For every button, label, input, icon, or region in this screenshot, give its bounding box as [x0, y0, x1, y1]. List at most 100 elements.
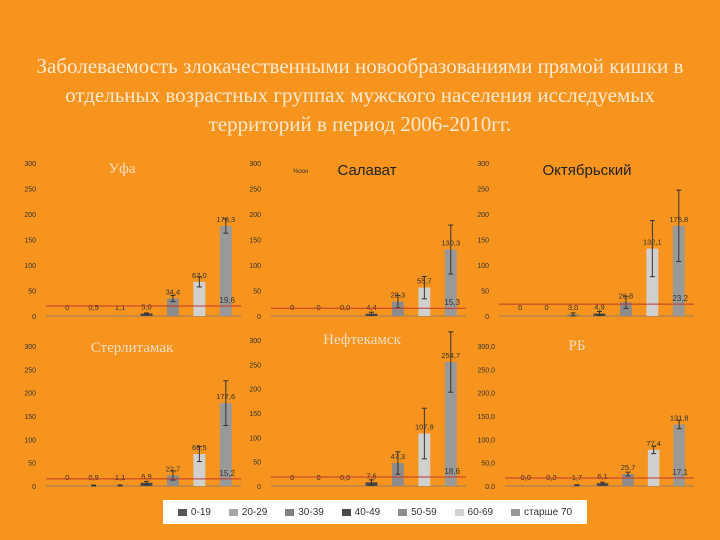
- data-label: 6,1: [597, 472, 607, 481]
- data-label: 47,3: [391, 452, 406, 461]
- y-tick-label: 0: [32, 314, 36, 321]
- y-tick-label: 150: [249, 411, 261, 418]
- panel-title: Салават: [337, 162, 396, 179]
- y-tick-label: 200: [249, 387, 261, 394]
- data-label: 1,7: [572, 473, 582, 482]
- data-label: 0: [290, 473, 294, 482]
- y-tick-label: 200: [477, 212, 489, 219]
- y-tick-label: 300: [24, 161, 36, 168]
- y-tick-label: 0: [257, 314, 261, 321]
- chart-ufa-svg: 0 50 100 150 200 250 300 Уфа 0 0,5 1,1 5,0 34,4 67,0 1…: [24, 161, 241, 321]
- bar-50-59: [622, 474, 634, 486]
- y-tick-label: 250: [249, 187, 261, 194]
- chart-sterlitamak-svg: 0 50 100 150 200 250 300 Стерлитамак 0 0,9 1,1 6,9 2…: [24, 340, 241, 491]
- panel-title: РБ: [569, 338, 586, 354]
- bar-60-69: [193, 454, 206, 486]
- y-tick-label: 0: [32, 484, 36, 491]
- data-label: 28,3: [391, 291, 406, 300]
- panel-title: Стерлитамак: [91, 340, 174, 356]
- reference-label: 15,3: [444, 298, 460, 307]
- y-tick-label: 50: [253, 460, 261, 467]
- legend-item: старше 70: [510, 507, 572, 518]
- y-tick-label: 0: [257, 484, 261, 491]
- chart-rb: 0,0 50,0 100,0 150,0 200,0 250,0 300,0 РБ 0,0 0,2…: [475, 336, 700, 498]
- legend-item: 20-29: [228, 506, 268, 518]
- y-tick-label: 100: [24, 263, 36, 270]
- data-label: 177,6: [216, 392, 235, 401]
- data-label: 6,9: [141, 472, 151, 481]
- legend-label: 20-29: [241, 506, 268, 518]
- y-tick-label: 300: [477, 161, 489, 168]
- data-label: 0,9: [88, 473, 98, 482]
- bar-30-39: [114, 315, 127, 316]
- data-label: 25,7: [621, 463, 636, 472]
- data-label: 1,1: [115, 303, 125, 312]
- data-label: 176,3: [216, 215, 235, 224]
- legend-swatch: [228, 508, 238, 516]
- reference-label: 18,6: [444, 467, 460, 476]
- y-tick-label: 150: [24, 238, 36, 245]
- data-label: 5,0: [141, 302, 151, 311]
- chart-oktyabrsky-svg: 0 50 100 150 200 250 300 Октябрьский 0 0 3,0 4,9 26,…: [477, 161, 694, 321]
- y-tick-label: 300: [249, 161, 261, 168]
- legend-item: 40-49: [341, 507, 380, 518]
- data-label: 0: [317, 303, 321, 312]
- y-tick-label: 250,0: [477, 367, 495, 374]
- y-tick-label: 150: [24, 414, 36, 421]
- bar-старше-70: [672, 225, 685, 316]
- legend-label: 30-39: [298, 506, 324, 518]
- chart-ufa: 0 50 100 150 200 250 300 Уфа 0 0,5 1,1 5,0 34,4 67,0 1…: [22, 153, 247, 328]
- data-label: 0,5: [88, 303, 98, 312]
- y-tick-label: 200,0: [477, 391, 495, 398]
- y-tick-label: 300: [24, 344, 36, 351]
- y-tick-label: 50: [253, 289, 261, 296]
- legend-label: 60-69: [467, 506, 494, 518]
- panel-title: Уфа: [109, 161, 136, 177]
- legend-item: 30-39: [285, 507, 324, 518]
- data-label: 0: [65, 473, 69, 482]
- legend-swatch: [177, 508, 187, 516]
- data-label: 0: [545, 303, 549, 312]
- reference-label: 19,6: [219, 296, 235, 305]
- chart-sterlitamak: 0 50 100 150 200 250 300 Стерлитамак 0 0,9 1,1 6,9 2…: [22, 336, 247, 498]
- y-tick-label: 100: [477, 263, 489, 270]
- legend-swatch: [454, 508, 464, 516]
- y-tick-label: 100: [249, 435, 261, 442]
- data-label: 4,9: [594, 303, 604, 312]
- page-title: Заболеваемость злокачественными новообра…: [36, 54, 684, 136]
- data-label: 22,7: [166, 464, 181, 473]
- y-tick-label: 150: [477, 238, 489, 245]
- y-tick-label: 50: [28, 461, 36, 468]
- y-tick-label: 250: [24, 187, 36, 194]
- y-tick-label: 100: [24, 437, 36, 444]
- y-tick-label: 300: [249, 338, 261, 345]
- data-label: 0: [518, 303, 522, 312]
- legend-label: 50-59: [411, 506, 437, 518]
- y-tick-label: 200: [24, 212, 36, 219]
- y-tick-label: 0,0: [485, 484, 495, 491]
- legend-swatch: [398, 508, 408, 516]
- y-tick-label: 250: [477, 187, 489, 194]
- data-label: 7,6: [366, 471, 376, 480]
- legend-item: 0-19: [177, 507, 211, 518]
- y-tick-label: 300,0: [477, 344, 495, 351]
- y-tick-label: 150: [249, 238, 261, 245]
- chart-legend: 0-19 20-29 30-39 40-49 50-59 60-69 старш…: [163, 500, 587, 524]
- chart-rb-svg: 0,0 50,0 100,0 150,0 200,0 250,0 300,0 РБ 0,0 0,2…: [477, 338, 694, 491]
- y-tick-label: 200: [249, 212, 261, 219]
- legend-swatch: [341, 508, 351, 516]
- bar-50-59: [391, 301, 404, 316]
- chart-neftekamsk: 0 50 100 150 200 250 300 Нефтекамск 0 0 0,0 7,6 47,3…: [247, 330, 472, 498]
- y-tick-label: 200: [24, 391, 36, 398]
- data-label: 0: [317, 473, 321, 482]
- legend-swatch: [285, 508, 295, 516]
- y-tick-label: 50: [28, 289, 36, 296]
- panel-title: Нефтекамск: [323, 332, 401, 348]
- data-label: 3,0: [568, 303, 578, 312]
- bar-40-49: [140, 313, 153, 316]
- legend-swatch: [510, 508, 520, 516]
- y-tick-label: 100,0: [477, 437, 495, 444]
- data-label: 34,4: [166, 287, 181, 296]
- bar-60-69: [418, 287, 431, 316]
- bar-60-69: [646, 248, 659, 316]
